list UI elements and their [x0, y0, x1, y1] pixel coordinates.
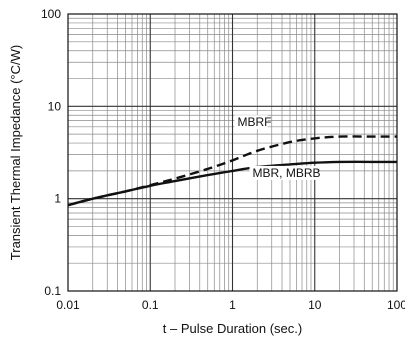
series-annotation: MBR, MBRB	[252, 166, 320, 180]
x-tick-label: 0.01	[56, 298, 80, 312]
annotations: MBRF MBR, MBRB	[234, 115, 321, 180]
y-tick-label: 0.1	[44, 284, 61, 298]
annotation-backdrop	[249, 165, 317, 180]
grid-major	[68, 14, 397, 291]
series-annotation: MBRF	[237, 115, 271, 129]
x-tick-labels: 0.01 0.1 1 10 100	[56, 298, 405, 312]
y-tick-label: 100	[41, 7, 61, 21]
y-tick-label: 10	[48, 99, 62, 113]
y-axis-title: Transient Thermal Impedance (°C/W)	[8, 45, 23, 260]
plot-frame	[67, 13, 398, 292]
x-tick-label: 10	[308, 298, 322, 312]
y-tick-labels: 0.1 1 10 100	[41, 7, 61, 298]
x-axis-title: t – Pulse Duration (sec.)	[163, 321, 302, 336]
x-tick-label: 0.1	[142, 298, 159, 312]
x-tick-label: 1	[229, 298, 236, 312]
series-layer	[67, 135, 397, 207]
series-line-mbr-mbrb	[67, 160, 397, 207]
x-tick-label: 100	[387, 298, 405, 312]
annotation-backdrop	[234, 115, 268, 130]
y-tick-label: 1	[54, 192, 61, 206]
